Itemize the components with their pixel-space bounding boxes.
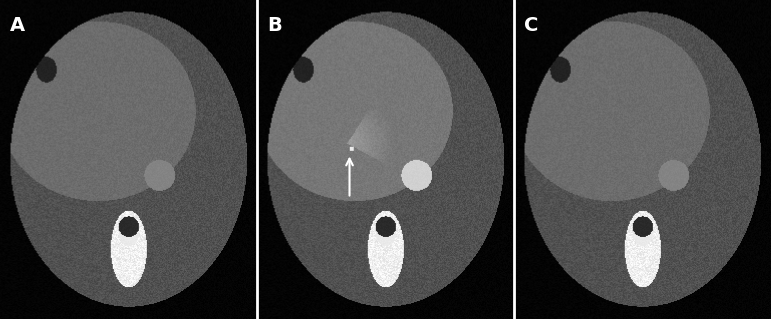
Text: A: A — [10, 16, 25, 35]
Text: B: B — [268, 16, 282, 35]
Text: C: C — [524, 16, 539, 35]
